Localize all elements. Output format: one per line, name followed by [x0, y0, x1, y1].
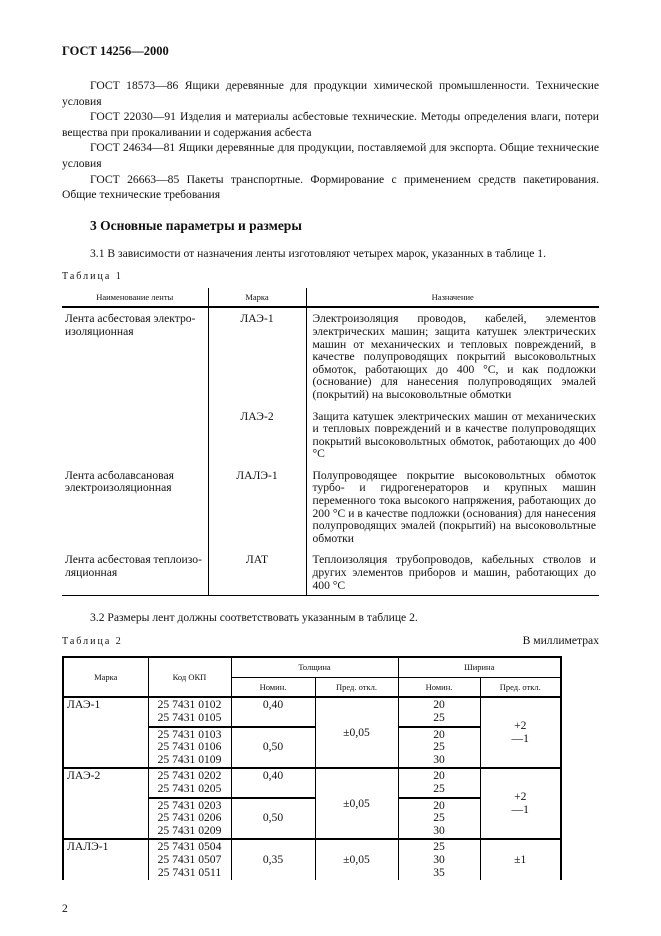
cell-width-nominal: 20 25 30 — [397, 725, 481, 769]
table-row: ЛАЭ-2 25 7431 0202 25 7431 0205 0,40 ±0,05 2… — [62, 767, 562, 840]
cell-mark: ЛАЛЭ-1 — [62, 838, 149, 881]
table-header-row: Номин. Пред. откл. Номин. Пред. откл. — [63, 676, 562, 699]
cell-thickness-nominal: 0,50 — [230, 796, 316, 840]
table-row: ЛАЛЭ-1 25 7431 0504 25 7431 0507 25 7431 … — [62, 838, 562, 881]
table-header-row: Наименование ленты Марка Назначение — [62, 287, 599, 309]
table-1: Наименование ленты Марка Назначение Лент… — [62, 287, 599, 597]
table2-caption: Таблица 2 — [62, 636, 123, 648]
table-row: Лента асбестовая электро-изоляционная ЛАЭ… — [62, 307, 599, 410]
table-row: Лента асбестовая теплоизо-ляционная ЛАТ Те… — [62, 553, 599, 597]
cell-name: Лента асболавсановая электроизоляционная — [65, 468, 174, 495]
units-note: В миллиметрах — [522, 634, 599, 648]
tolerance-plus: +2 — [514, 719, 527, 733]
normative-references: ГОСТ 18573—86 Ящики деревянные для проду… — [62, 78, 599, 203]
cell-purpose: Полупроводящее покрытие высоковольтных о… — [305, 468, 599, 554]
reference: ГОСТ 26663—85 Пакеты транспортные. Форми… — [62, 172, 599, 202]
table2-caption-row: Таблица 2 В миллиметрах — [62, 634, 599, 648]
cell-width-nominal: 20 25 — [397, 767, 481, 798]
cell-code: 25 7431 0504 25 7431 0507 25 7431 0511 — [147, 838, 232, 881]
table-row: 25 7431 0103 25 7431 0106 25 7431 0109 0,… — [63, 725, 561, 769]
cell-width-nominal: 20 25 30 — [397, 796, 481, 840]
cell-thickness-nominal: 0,40 — [230, 696, 316, 727]
column-header: Назначение — [305, 287, 599, 309]
paragraph-3-2: 3.2 Размеры лент должны соответствовать … — [90, 611, 418, 625]
cell-width-nominal: 20 25 — [397, 696, 481, 727]
column-header: Пред. откл. — [479, 676, 562, 699]
reference: ГОСТ 18573—86 Ящики деревянные для проду… — [62, 79, 599, 108]
page-number: 2 — [62, 902, 68, 916]
cell-name — [62, 410, 208, 469]
cell-thickness-nominal: 0,40 — [230, 767, 316, 798]
column-header: Марка — [207, 287, 306, 309]
cell-thickness-tolerance: ±0,05 — [314, 767, 399, 840]
tolerance-plus: +2 — [514, 790, 527, 804]
cell-mark: ЛАЭ-1 — [62, 696, 149, 769]
reference: ГОСТ 22030—91 Изделия и материалы асбест… — [62, 110, 599, 139]
table-row: ЛАЭ-2 Защита катушек электрических машин … — [62, 409, 599, 469]
cell-purpose: Электроизоляция проводов, кабелей, элеме… — [305, 307, 599, 410]
column-header: Ширина — [397, 656, 562, 678]
cell-thickness-nominal: 0,35 — [230, 838, 316, 881]
cell-mark: ЛАЭ-2 — [207, 409, 306, 469]
document-header: ГОСТ 14256—2000 — [62, 44, 169, 58]
column-header: Толщина — [230, 656, 399, 678]
table-header-row: Марка Код ОКП Толщина Ширина — [62, 656, 562, 699]
column-header: Марка — [62, 656, 149, 699]
cell-mark: ЛАЭ-1 — [207, 307, 306, 410]
table-row: ЛАЭ-1 25 7431 0102 25 7431 0105 0,40 ±0,05 2… — [62, 696, 562, 769]
cell-name: Лента асбестовая электро-изоляционная — [65, 312, 196, 338]
cell-thickness-tolerance: ±0,05 — [314, 696, 399, 769]
column-header: Номин. — [230, 676, 316, 699]
cell-width-tolerance: +2 —1 — [479, 696, 562, 769]
column-header: Пред. откл. — [314, 676, 399, 699]
table-row: 25 7431 0203 25 7431 0206 25 7431 0209 0,… — [63, 796, 561, 840]
table-2: Марка Код ОКП Толщина Ширина Номин. Пред… — [62, 656, 562, 881]
reference: ГОСТ 24634—81 Ящики деревянные для проду… — [62, 141, 599, 170]
cell-code: 25 7431 0103 25 7431 0106 25 7431 0109 — [147, 725, 232, 769]
cell-width-nominal: 25 30 35 — [397, 838, 481, 881]
cell-mark: ЛАТ — [207, 553, 306, 597]
cell-purpose: Теплоизоляция трубопроводов, кабельных с… — [305, 553, 599, 597]
tolerance-minus: —1 — [511, 731, 529, 745]
cell-code: 25 7431 0203 25 7431 0206 25 7431 0209 — [147, 796, 232, 840]
cell-mark: ЛАЛЭ-1 — [207, 468, 306, 554]
column-header: Код ОКП — [147, 656, 232, 699]
tolerance-minus: —1 — [511, 802, 529, 816]
cell-code: 25 7431 0202 25 7431 0205 — [147, 767, 232, 798]
table-row: Лента асболавсановая электроизоляционная… — [62, 468, 599, 554]
cell-mark: ЛАЭ-2 — [62, 767, 149, 840]
document-page: ГОСТ 14256—2000 ГОСТ 18573—86 Ящики дере… — [62, 0, 599, 936]
column-header: Номин. — [397, 676, 481, 699]
cell-width-tolerance: ±1 — [479, 838, 562, 881]
paragraph-3-1: 3.1 В зависимости от назначения ленты из… — [90, 246, 546, 260]
cell-width-tolerance: +2 —1 — [479, 767, 562, 840]
cell-thickness-tolerance: ±0,05 — [314, 838, 399, 881]
table1-caption: Таблица 1 — [62, 270, 123, 282]
column-header: Наименование ленты — [62, 287, 208, 309]
cell-thickness-nominal: 0,50 — [230, 725, 316, 769]
cell-code: 25 7431 0102 25 7431 0105 — [147, 696, 232, 727]
cell-name: Лента асбестовая теплоизо-ляционная — [62, 553, 208, 597]
section-title: 3 Основные параметры и размеры — [90, 217, 302, 233]
cell-purpose: Защита катушек электрических машин от ме… — [305, 409, 599, 469]
